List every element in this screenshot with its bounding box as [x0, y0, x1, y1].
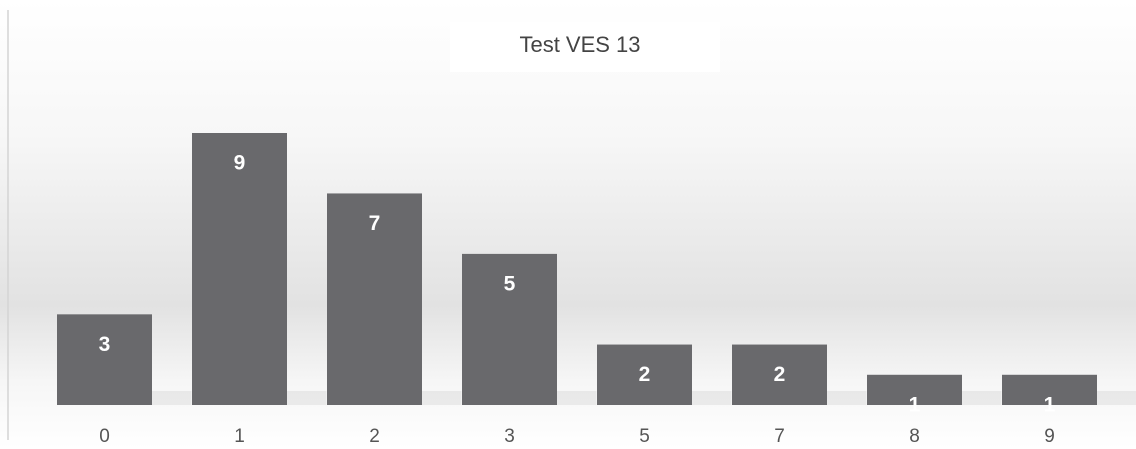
data-label: 2: [639, 363, 651, 386]
x-tick-label: 1: [234, 426, 245, 447]
bar-shadow: [826, 391, 867, 405]
x-tick-label: 9: [1044, 426, 1055, 447]
data-label: 3: [99, 333, 111, 356]
data-label: 5: [504, 272, 516, 295]
bar: [462, 253, 557, 405]
bar-shadow: [151, 391, 192, 405]
x-tick-label: 2: [369, 426, 380, 447]
data-label: 2: [774, 363, 786, 386]
bar: [867, 374, 962, 405]
data-label: 1: [1044, 393, 1056, 416]
data-label: 1: [909, 393, 921, 416]
bar: [597, 344, 692, 405]
data-label: 7: [369, 212, 381, 235]
bar: [732, 344, 827, 405]
bar: [1002, 374, 1097, 405]
x-tick-label: 8: [909, 426, 920, 447]
x-tick-label: 7: [774, 426, 785, 447]
bar-shadow: [421, 391, 462, 405]
bar-shadow: [556, 391, 597, 405]
bar: [192, 133, 287, 405]
x-tick-label: 5: [639, 426, 650, 447]
bar-shadow: [961, 391, 1002, 405]
data-label: 9: [234, 152, 246, 175]
bar: [57, 314, 152, 405]
title-box: [450, 22, 720, 72]
bar: [327, 193, 422, 405]
chart-title: Test VES 13: [519, 32, 640, 57]
bar-shadow: [691, 391, 732, 405]
x-tick-label: 0: [99, 426, 110, 447]
plot: 0 3 1 9 2 7 3 5 5 2 7 2 8 1 9 1: [57, 133, 1136, 447]
x-tick-label: 3: [504, 426, 515, 447]
bar-shadow: [1096, 391, 1136, 405]
bar-shadow: [286, 391, 327, 405]
